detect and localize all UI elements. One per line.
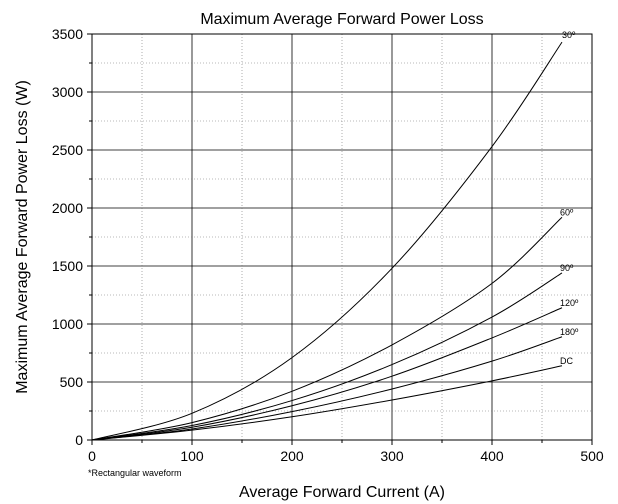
- series-line: [91, 307, 563, 441]
- x-tick-label: 200: [280, 448, 304, 464]
- x-axis-label: Average Forward Current (A): [239, 484, 445, 501]
- series-label: 90º: [560, 263, 574, 273]
- series-lines: [91, 41, 563, 441]
- series-line: [91, 272, 563, 441]
- series-line: [91, 336, 563, 441]
- axis-ticks: 0 100 200 300 400 500 0 500 1000 1500 2000 2500 3000…: [52, 26, 604, 464]
- x-tick-label: 300: [380, 448, 404, 464]
- series-label: 30º: [562, 30, 576, 40]
- series-line: [91, 365, 563, 441]
- y-tick-label: 1000: [52, 316, 83, 332]
- waveform-note: *Rectangular waveform: [88, 468, 182, 478]
- y-tick-label: 500: [60, 374, 84, 390]
- series-label: 60º: [560, 207, 574, 217]
- y-tick-label: 1500: [52, 258, 83, 274]
- series-line: [91, 216, 563, 441]
- x-tick-label: 500: [580, 448, 604, 464]
- series-label: 120º: [560, 298, 579, 308]
- y-tick-label: 2000: [52, 200, 83, 216]
- y-tick-label: 3000: [52, 84, 83, 100]
- x-tick-label: 100: [180, 448, 204, 464]
- y-tick-label: 2500: [52, 142, 83, 158]
- series-label: 180º: [560, 327, 579, 337]
- x-tick-label: 0: [88, 448, 96, 464]
- y-axis-label: Maximum Average Forward Power Loss (W): [14, 80, 31, 394]
- series-labels: 30º 60º 90º 120º 180º DC: [560, 30, 579, 366]
- series-label: DC: [560, 356, 573, 366]
- y-tick-label: 0: [75, 432, 83, 448]
- y-tick-label: 3500: [52, 26, 83, 42]
- x-tick-label: 400: [480, 448, 504, 464]
- chart-title: Maximum Average Forward Power Loss: [200, 11, 483, 28]
- series-line: [91, 41, 563, 441]
- grid: [92, 34, 592, 440]
